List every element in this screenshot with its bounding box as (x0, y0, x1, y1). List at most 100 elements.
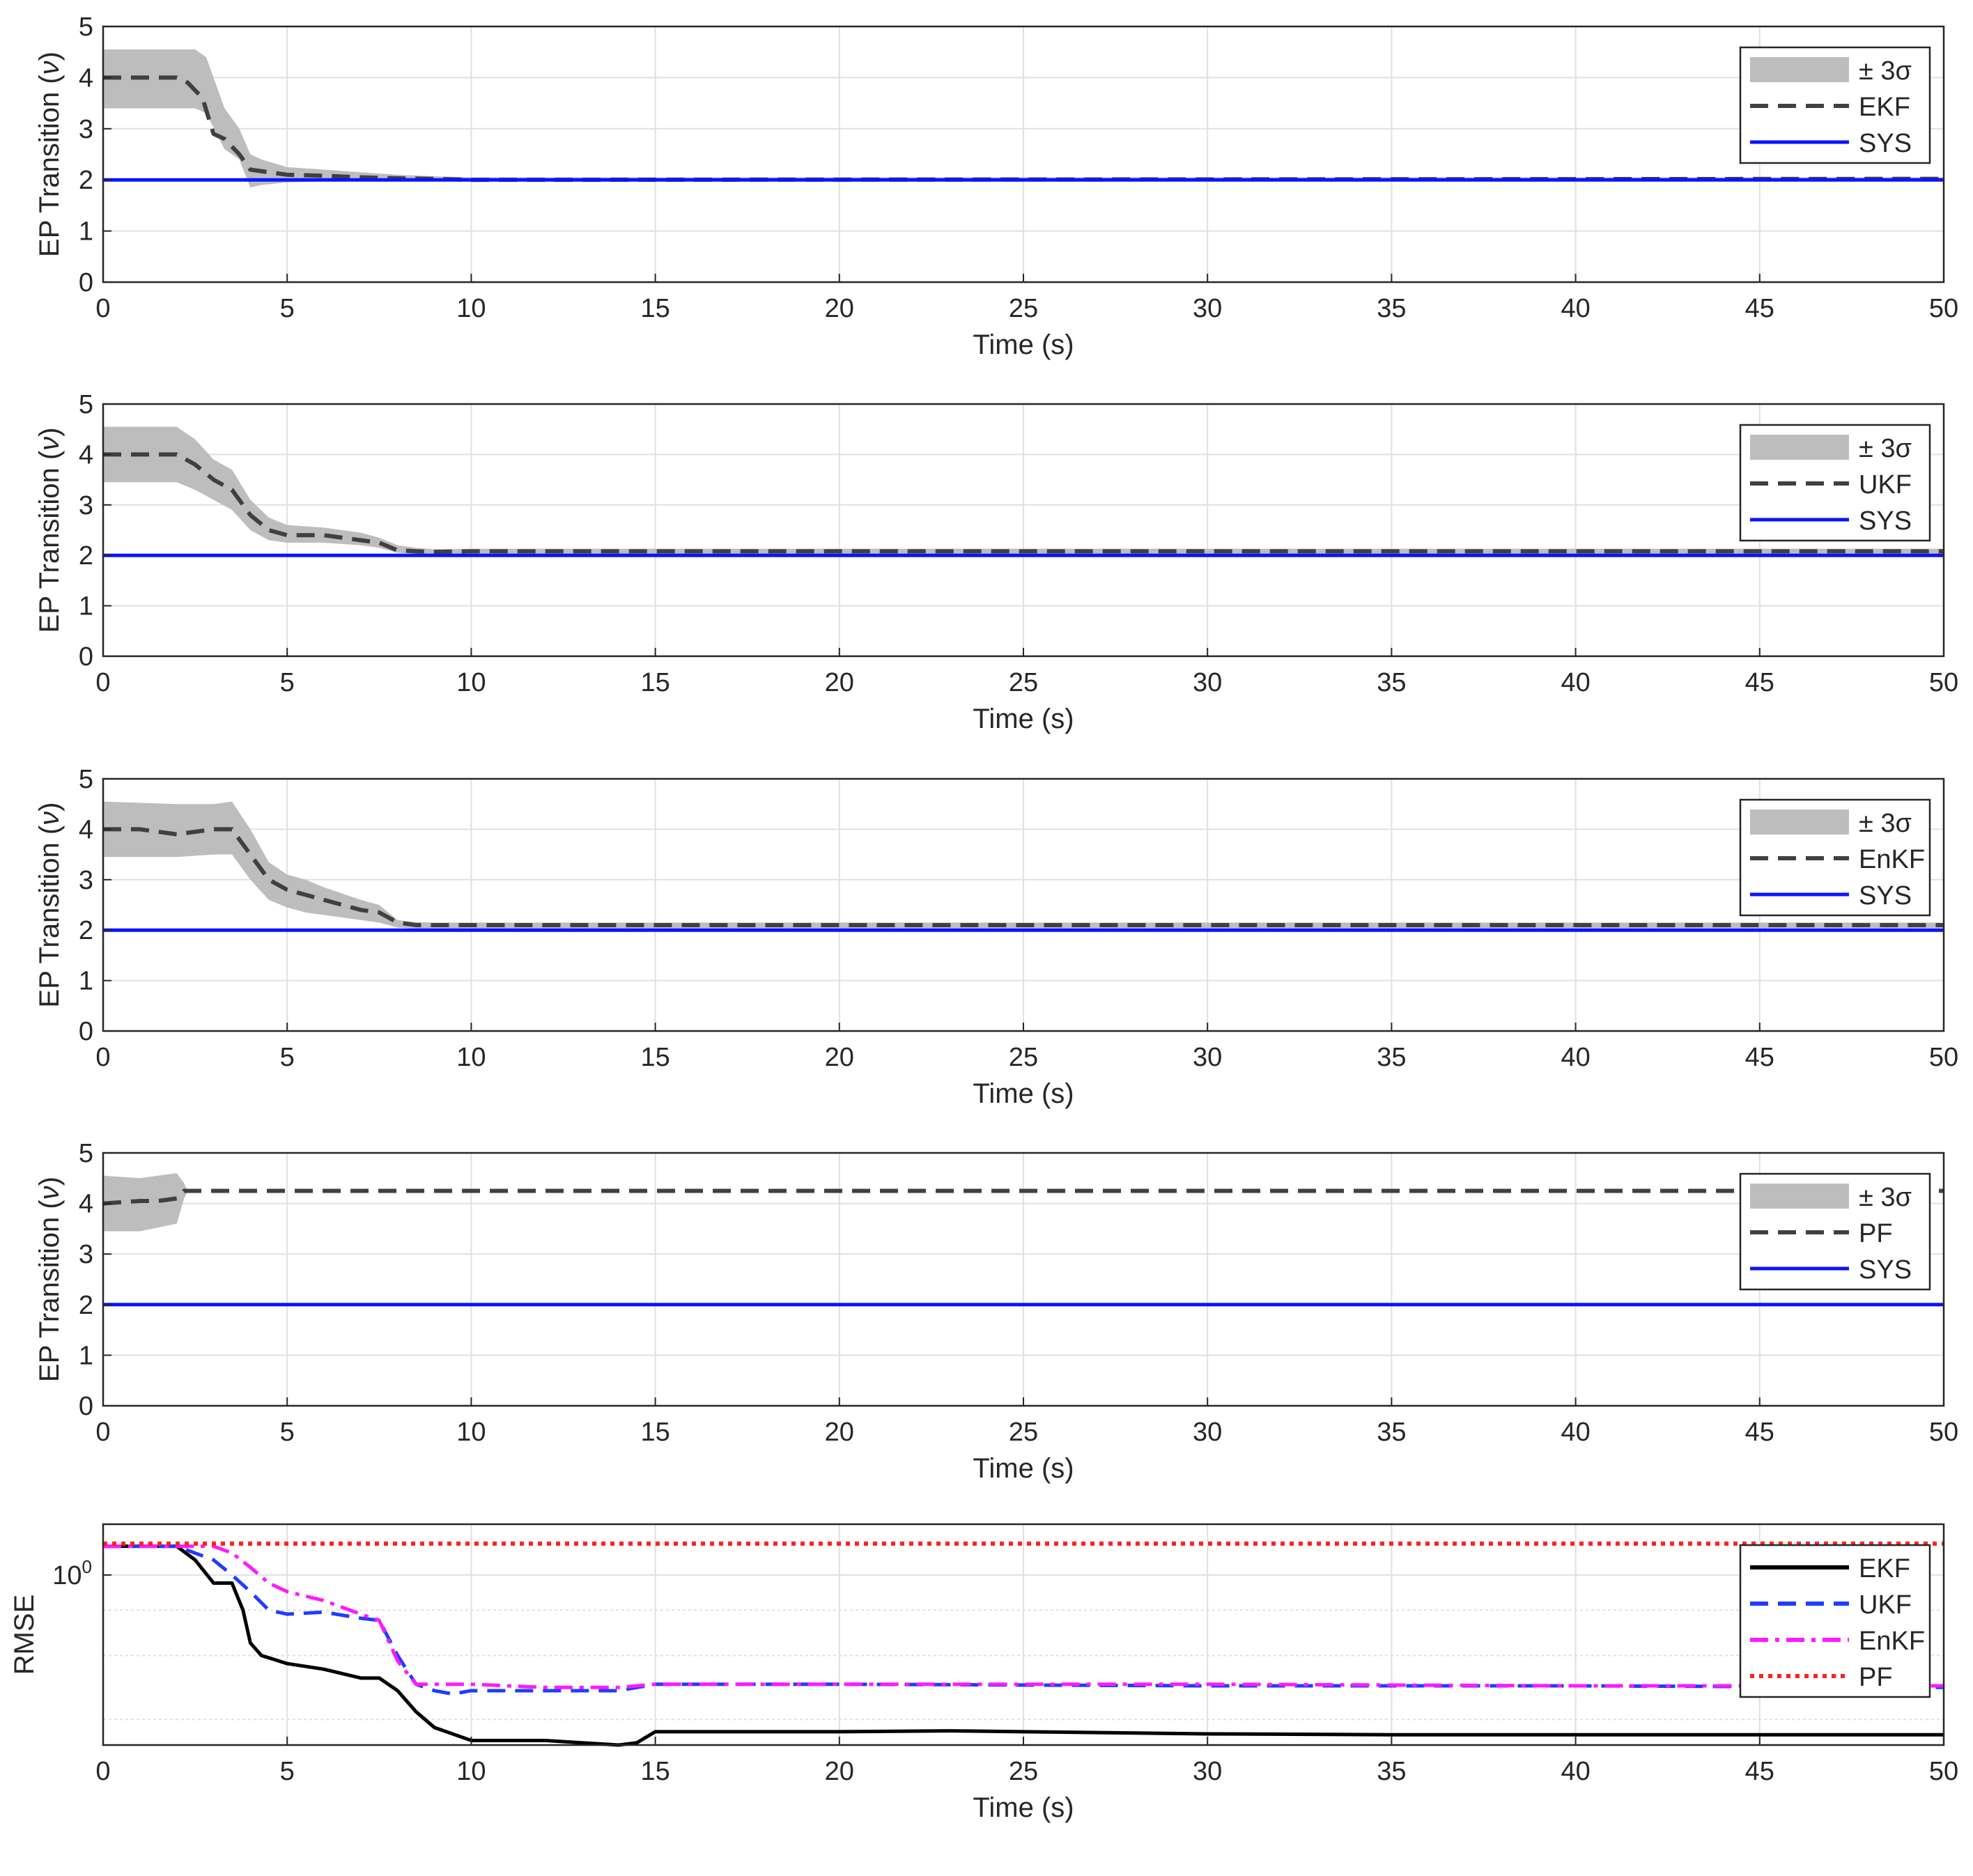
x-tick-label: 0 (95, 1418, 110, 1447)
legend: EKF UKF EnKF PF (1739, 1544, 1931, 1698)
legend-label: SYS (1859, 1255, 1912, 1285)
y-tick-label: 2 (79, 916, 93, 945)
legend-swatch-band (1750, 435, 1849, 460)
y-tick-label-base: 10 (52, 1561, 82, 1590)
y-tick-label: 4 (79, 63, 93, 93)
y-axis-label-paren-close: ) (34, 1177, 65, 1186)
y-tick-label: 4 (79, 440, 93, 470)
y-axis-label: RMSE (9, 1595, 40, 1675)
x-tick-label: 35 (1377, 1043, 1406, 1072)
y-axis-label-paren-close: ) (34, 803, 65, 812)
x-tick-label: 35 (1377, 1757, 1406, 1786)
x-tick-label: 30 (1193, 1043, 1222, 1072)
y-axis-label-symbol: ν (34, 1186, 65, 1200)
x-tick-label: 10 (456, 1043, 486, 1072)
y-tick-label: 1 (79, 217, 93, 247)
y-tick-label: 4 (79, 815, 93, 844)
legend-label: EnKF (1859, 1627, 1925, 1656)
y-tick-label: 1 (79, 1341, 93, 1370)
x-tick-label: 25 (1009, 1043, 1038, 1072)
x-tick-label: 25 (1009, 1757, 1038, 1786)
x-tick-label: 45 (1745, 294, 1774, 323)
x-tick-label: 40 (1561, 294, 1590, 323)
legend-swatch-band (1750, 1184, 1849, 1209)
x-tick-label: 5 (280, 1418, 295, 1447)
x-tick-label: 15 (640, 1418, 670, 1447)
y-tick-label: 5 (79, 765, 93, 794)
y-tick-label: 0 (79, 1392, 93, 1421)
x-axis-label: Time (s) (973, 1792, 1074, 1823)
x-tick-label: 20 (825, 1043, 854, 1072)
y-axis-label-paren-open: ( (34, 450, 65, 467)
y-axis-label: EP Transition (ν) (34, 428, 65, 633)
legend-label: PF (1859, 1219, 1893, 1248)
y-tick-label: 2 (79, 166, 93, 195)
legend: ± 3σ EKF SYS (1739, 46, 1931, 164)
x-tick-label: 25 (1009, 294, 1038, 323)
y-tick-label: 2 (79, 541, 93, 571)
series-line-ukf (103, 452, 1944, 555)
legend-swatch-band (1750, 809, 1849, 835)
y-axis-label-symbol: ν (34, 61, 65, 75)
x-tick-label: 10 (456, 668, 486, 697)
series-line-enkf (103, 827, 1944, 927)
legend-label: UKF (1859, 1590, 1912, 1620)
y-axis-label: EP Transition (ν) (34, 1177, 65, 1382)
x-tick-label: 50 (1929, 1043, 1958, 1072)
x-tick-label: 20 (825, 294, 854, 323)
x-tick-label: 50 (1929, 1757, 1958, 1786)
x-tick-label: 40 (1561, 668, 1590, 697)
x-axis-label: Time (s) (973, 1453, 1074, 1484)
y-axis-label-symbol: ν (34, 812, 65, 825)
y-tick-label: 3 (79, 115, 93, 144)
x-tick-label: 5 (280, 294, 295, 323)
y-tick-label: 0 (79, 642, 93, 672)
y-tick-label: 4 (79, 1190, 93, 1219)
y-axis-label-paren-close: ) (34, 428, 65, 437)
y-axis-label-paren-open: ( (34, 1200, 65, 1217)
series-line-pf (102, 1188, 1944, 1206)
legend-label: ± 3σ (1859, 1183, 1912, 1212)
legend: ± 3σ UKF SYS (1739, 424, 1931, 542)
x-tick-label: 35 (1377, 1418, 1406, 1447)
x-axis-label: Time (s) (973, 1078, 1074, 1109)
legend-label: ± 3σ (1859, 434, 1912, 463)
x-tick-label: 30 (1193, 668, 1222, 697)
y-tick-label: 3 (79, 866, 93, 895)
x-tick-label: 10 (456, 1418, 486, 1447)
x-tick-label: 15 (640, 1757, 670, 1786)
x-tick-label: 45 (1745, 1757, 1774, 1786)
x-tick-label: 10 (456, 1757, 486, 1786)
x-tick-label: 5 (280, 1757, 295, 1786)
legend-box (1739, 1544, 1931, 1698)
y-tick-label: 3 (79, 1240, 93, 1269)
y-axis-label-paren-open: ( (34, 75, 65, 92)
x-tick-label: 0 (95, 294, 110, 323)
x-axis-label: Time (s) (973, 330, 1074, 360)
legend-label: EnKF (1859, 845, 1925, 874)
x-tick-label: 45 (1745, 1043, 1774, 1072)
y-tick-label: 0 (79, 1017, 93, 1046)
x-tick-label: 30 (1193, 1757, 1222, 1786)
x-tick-label: 50 (1929, 668, 1958, 697)
x-tick-label: 5 (280, 668, 295, 697)
x-tick-label: 15 (640, 668, 670, 697)
legend: ± 3σ EnKF SYS (1739, 798, 1931, 917)
x-tick-label: 35 (1377, 668, 1406, 697)
x-tick-label: 5 (280, 1043, 295, 1072)
x-tick-label: 10 (456, 294, 486, 323)
legend-label: PF (1859, 1663, 1893, 1692)
x-tick-label: 25 (1009, 668, 1038, 697)
legend-label: SYS (1859, 506, 1912, 536)
y-tick-label: 5 (79, 13, 93, 42)
legend-label: SYS (1859, 881, 1912, 910)
sigma-band (103, 426, 1944, 555)
x-tick-label: 0 (95, 1757, 110, 1786)
y-axis-label: EP Transition (ν) (34, 52, 65, 257)
y-tick-label: 5 (79, 1139, 93, 1168)
y-axis-label-paren-open: ( (34, 825, 65, 842)
